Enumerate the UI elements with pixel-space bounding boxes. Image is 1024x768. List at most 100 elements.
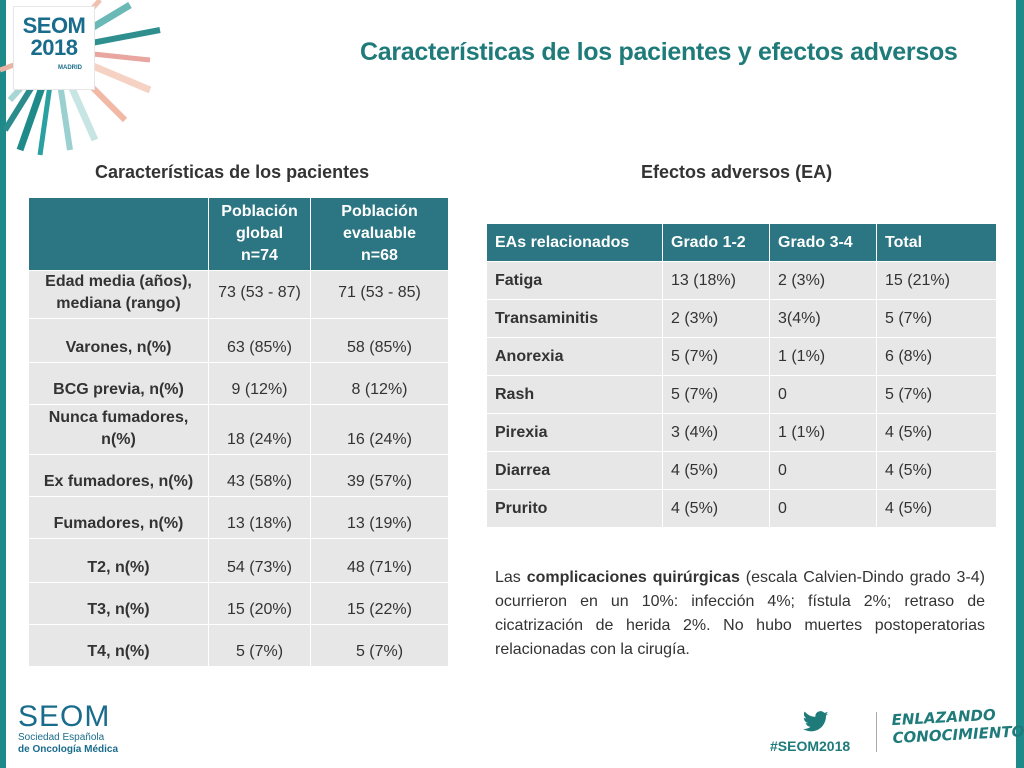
logo-city-text: MADRID — [58, 65, 82, 71]
table-row: Diarrea 4 (5%) 0 4 (5%) — [486, 451, 997, 490]
table-row: T3, n(%) 15 (20%) 15 (22%) — [28, 582, 449, 625]
grado-3-4-cell: 0 — [769, 489, 877, 528]
total-cell: 15 (21%) — [876, 261, 997, 300]
grado-1-2-cell: 5 (7%) — [662, 375, 770, 414]
header-grado-3-4: Grado 3-4 — [769, 223, 877, 262]
header-poblacion-evaluable: Población evaluable n=68 — [310, 197, 449, 271]
footer-org-line2: de Oncología Médica — [18, 744, 119, 755]
table-row: Fatiga 13 (18%) 2 (3%) 15 (21%) — [486, 261, 997, 300]
header-empty-cell — [28, 197, 209, 271]
hashtag-text: #SEOM2018 — [770, 738, 851, 754]
grado-1-2-cell: 5 (7%) — [662, 337, 770, 376]
table-row: Pirexia 3 (4%) 1 (1%) 4 (5%) — [486, 413, 997, 452]
row-label-cell: T3, n(%) — [28, 582, 209, 625]
patient-characteristics-table: Población global n=74 Población evaluabl… — [28, 197, 449, 667]
adverse-events-section-heading: Efectos adversos (EA) — [641, 162, 833, 182]
note-prefix: Las — [495, 569, 527, 586]
header-grado-1-2: Grado 1-2 — [662, 223, 770, 262]
note-suffix: (escala Calvien-Dindo grado 3-4) ocurrie… — [495, 569, 985, 658]
grado-1-2-cell: 4 (5%) — [662, 451, 770, 490]
global-value-cell: 15 (20%) — [208, 582, 311, 625]
table-row: Varones, n(%) 63 (85%) 58 (85%) — [28, 318, 449, 363]
global-value-cell: 13 (18%) — [208, 496, 311, 539]
row-label-cell: Varones, n(%) — [28, 318, 209, 363]
total-cell: 4 (5%) — [876, 413, 997, 452]
table-row: T2, n(%) 54 (73%) 48 (71%) — [28, 538, 449, 583]
global-value-cell: 18 (24%) — [208, 404, 311, 455]
total-cell: 6 (8%) — [876, 337, 997, 376]
grado-3-4-cell: 1 (1%) — [769, 413, 877, 452]
grado-3-4-cell: 2 (3%) — [769, 261, 877, 300]
table-header-row: EAs relacionados Grado 1-2 Grado 3-4 Tot… — [486, 223, 997, 262]
left-accent-bar — [0, 0, 6, 768]
ea-label-cell: Diarrea — [486, 451, 663, 490]
logo-burst-decoration: SEOM 2018 MADRID — [0, 0, 170, 160]
global-value-cell: 9 (12%) — [208, 362, 311, 405]
global-value-cell: 54 (73%) — [208, 538, 311, 583]
slogan-enlazando-conocimiento: ENLAZANDO CONOCIMIENTO — [891, 705, 1024, 747]
table-row: Fumadores, n(%) 13 (18%) 13 (19%) — [28, 496, 449, 539]
table-header-row: Población global n=74 Población evaluabl… — [28, 197, 449, 271]
row-label-cell: Nunca fumadores, n(%) — [28, 404, 209, 455]
grado-3-4-cell: 3(4%) — [769, 299, 877, 338]
evaluable-value-cell: 15 (22%) — [310, 582, 449, 625]
footer-org-line1: Sociedad Española — [18, 732, 105, 743]
seom-2018-logo: SEOM 2018 MADRID — [14, 7, 94, 89]
grado-3-4-cell: 0 — [769, 375, 877, 414]
row-label-cell: Fumadores, n(%) — [28, 496, 209, 539]
grado-1-2-cell: 4 (5%) — [662, 489, 770, 528]
ea-label-cell: Anorexia — [486, 337, 663, 376]
twitter-bird-icon — [803, 711, 829, 732]
grado-1-2-cell: 2 (3%) — [662, 299, 770, 338]
grado-3-4-cell: 0 — [769, 451, 877, 490]
grado-3-4-cell: 1 (1%) — [769, 337, 877, 376]
note-bold: complicaciones quirúrgicas — [526, 569, 740, 586]
header-poblacion-global: Población global n=74 — [208, 197, 311, 271]
table-row: Rash 5 (7%) 0 5 (7%) — [486, 375, 997, 414]
global-value-cell: 73 (53 - 87) — [208, 270, 311, 319]
evaluable-value-cell: 58 (85%) — [310, 318, 449, 363]
logo-year-text: 2018 — [30, 35, 78, 60]
header-line: Población — [341, 203, 418, 220]
global-value-cell: 5 (7%) — [208, 624, 311, 667]
slide-title: Características de los pacientes y efect… — [360, 38, 958, 66]
header-line: Población — [221, 203, 298, 220]
header-line: global — [235, 225, 284, 242]
seom-footer-logo: SEOM Sociedad Española de Oncología Médi… — [18, 702, 118, 756]
row-label-cell: Edad media (años), mediana (rango) — [28, 270, 209, 319]
ea-label-cell: Fatiga — [486, 261, 663, 300]
surgical-complications-note: Las complicaciones quirúrgicas (escala C… — [495, 566, 985, 662]
table-row: Nunca fumadores, n(%) 18 (24%) 16 (24%) — [28, 404, 449, 455]
ea-label-cell: Pirexia — [486, 413, 663, 452]
grado-1-2-cell: 3 (4%) — [662, 413, 770, 452]
table-row: Edad media (años), mediana (rango) 73 (53… — [28, 270, 449, 319]
table-row: Transaminitis 2 (3%) 3(4%) 5 (7%) — [486, 299, 997, 338]
ea-label-cell: Prurito — [486, 489, 663, 528]
patients-section-heading: Características de los pacientes — [95, 162, 370, 182]
header-line: n=74 — [241, 247, 278, 264]
table-row: T4, n(%) 5 (7%) 5 (7%) — [28, 624, 449, 667]
header-line: n=68 — [361, 247, 398, 264]
evaluable-value-cell: 16 (24%) — [310, 404, 449, 455]
row-label-cell: BCG previa, n(%) — [28, 362, 209, 405]
evaluable-value-cell: 8 (12%) — [310, 362, 449, 405]
total-cell: 5 (7%) — [876, 299, 997, 338]
evaluable-value-cell: 5 (7%) — [310, 624, 449, 667]
adverse-events-table: EAs relacionados Grado 1-2 Grado 3-4 Tot… — [486, 223, 997, 528]
right-accent-bar — [1016, 0, 1024, 768]
total-cell: 5 (7%) — [876, 375, 997, 414]
logo-seom-text: SEOM — [22, 13, 86, 38]
grado-1-2-cell: 13 (18%) — [662, 261, 770, 300]
row-label-cell: T2, n(%) — [28, 538, 209, 583]
header-total: Total — [876, 223, 997, 262]
row-label-cell: Ex fumadores, n(%) — [28, 454, 209, 497]
global-value-cell: 43 (58%) — [208, 454, 311, 497]
table-row: Anorexia 5 (7%) 1 (1%) 6 (8%) — [486, 337, 997, 376]
global-value-cell: 63 (85%) — [208, 318, 311, 363]
table-row: Prurito 4 (5%) 0 4 (5%) — [486, 489, 997, 528]
total-cell: 4 (5%) — [876, 451, 997, 490]
evaluable-value-cell: 71 (53 - 85) — [310, 270, 449, 319]
table-row: BCG previa, n(%) 9 (12%) 8 (12%) — [28, 362, 449, 405]
table-row: Ex fumadores, n(%) 43 (58%) 39 (57%) — [28, 454, 449, 497]
header-eas-relacionados: EAs relacionados — [486, 223, 663, 262]
